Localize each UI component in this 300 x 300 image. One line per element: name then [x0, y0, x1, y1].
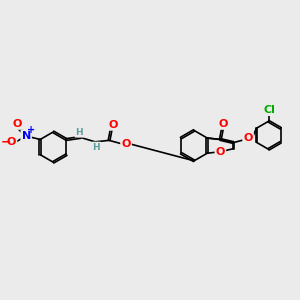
- Text: O: O: [219, 119, 228, 129]
- Text: N: N: [22, 131, 31, 141]
- Text: O: O: [216, 147, 225, 157]
- Text: O: O: [13, 119, 22, 129]
- Text: Cl: Cl: [264, 105, 276, 115]
- Text: O: O: [243, 133, 253, 143]
- Text: O: O: [108, 120, 118, 130]
- Text: H: H: [92, 142, 100, 152]
- Text: O: O: [121, 139, 131, 149]
- Text: +: +: [27, 125, 35, 135]
- Text: H: H: [76, 128, 83, 137]
- Text: O: O: [7, 137, 16, 147]
- Text: −: −: [1, 136, 11, 149]
